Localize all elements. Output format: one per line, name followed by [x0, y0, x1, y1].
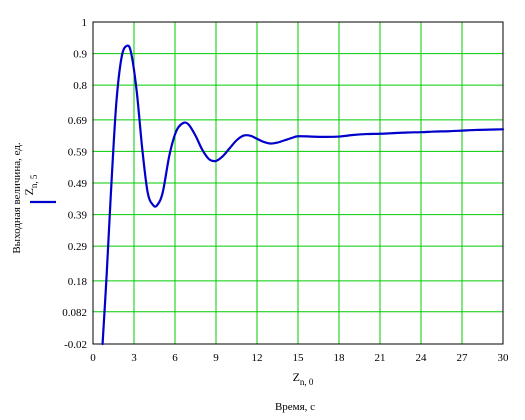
x-tick-label: 24: [416, 352, 428, 364]
y-tick-label: 0.69: [68, 115, 88, 127]
x-tick-label: 6: [172, 352, 178, 364]
y-tick-label: 0.39: [68, 210, 88, 222]
y-tick-label: 0.082: [62, 307, 87, 319]
x-axis-variable: Zn, 0: [293, 370, 314, 387]
legend-sub: n, 5: [29, 174, 39, 188]
y-tick-labels: -0.02 0.082 0.18 0.29 0.39 0.49 0.59 0.69 0.8 0.9…: [62, 17, 87, 351]
x-var-base: Z: [293, 370, 300, 384]
y-tick-label: 0.9: [73, 49, 87, 61]
y-tick-label: 0.18: [68, 276, 88, 288]
y-tick-label: 0.8: [73, 80, 87, 92]
y-tick-label: 0.49: [68, 178, 88, 190]
y-axis-label: Выходная величина, ед.: [11, 142, 23, 254]
x-tick-label: 30: [498, 352, 510, 364]
x-tick-label: 21: [375, 352, 386, 364]
x-var-sub: n, 0: [300, 377, 314, 387]
x-tick-label: 18: [334, 352, 346, 364]
x-tick-label: 0: [90, 352, 96, 364]
x-tick-label: 3: [131, 352, 137, 364]
x-tick-label: 27: [457, 352, 469, 364]
y-tick-label: 1: [82, 17, 88, 29]
x-axis-label: Время, с: [275, 401, 315, 413]
legend-base: Z: [22, 188, 36, 195]
x-tick-label: 15: [293, 352, 305, 364]
series-line-zn5: [101, 44, 505, 346]
x-tick-labels: 0 3 6 9 12 15 18 21 24 27 30: [90, 352, 509, 364]
y-tick-label: -0.02: [64, 339, 87, 351]
y-tick-label: 0.29: [68, 241, 88, 253]
legend-label: Zn, 5: [22, 174, 39, 195]
y-tick-label: 0.59: [68, 146, 88, 158]
x-tick-label: 9: [213, 352, 219, 364]
x-tick-label: 12: [252, 352, 263, 364]
grid-lines: [92, 21, 504, 345]
plot-frame: [92, 21, 504, 345]
